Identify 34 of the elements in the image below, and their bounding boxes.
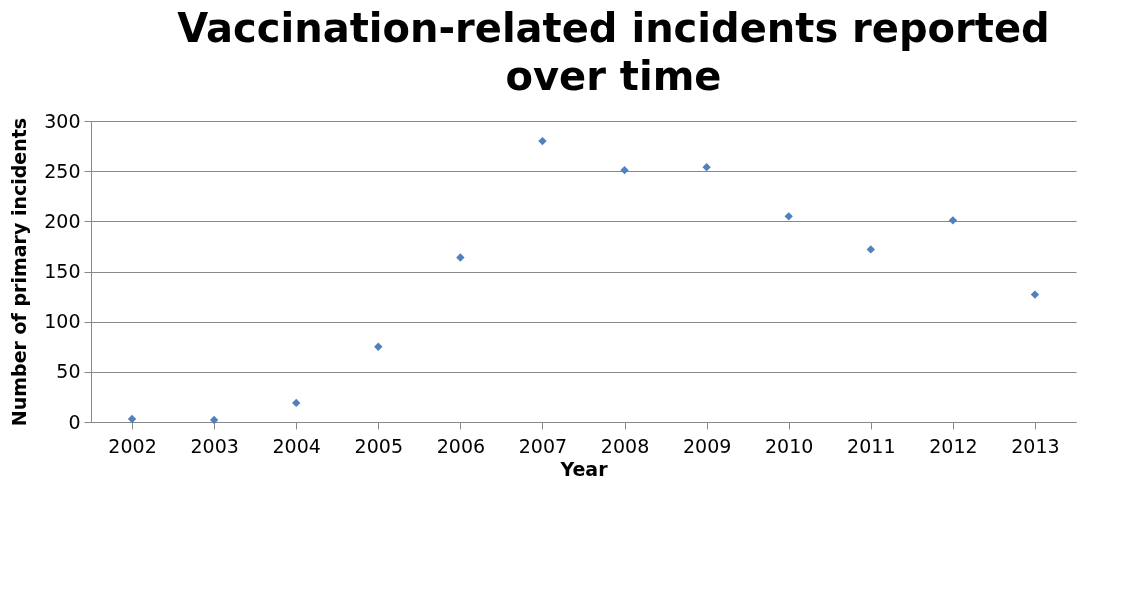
x-tick-label: 2009: [682, 434, 732, 457]
point: [1030, 290, 1040, 299]
point: [538, 136, 547, 146]
point: [456, 253, 465, 262]
point: [374, 342, 383, 351]
point: [620, 165, 629, 175]
x-tick-label: 2004: [272, 434, 321, 457]
x-tick-label: 2011: [847, 434, 896, 457]
point: [866, 245, 875, 254]
y-tick-label: 0: [68, 410, 81, 433]
point: [209, 415, 219, 425]
y-tick-label: 150: [44, 260, 81, 282]
x-tick-label: 2008: [600, 434, 650, 457]
point: [702, 162, 711, 172]
x-tick-label: 2006: [436, 434, 486, 457]
x-tick-label: 2003: [190, 434, 239, 457]
point: [784, 212, 793, 221]
x-axis-title: Year: [559, 457, 609, 480]
chart-title: Vaccination-related incidents reported over time: [177, 5, 1050, 99]
y-tick-label: 50: [56, 360, 81, 383]
x-tick-label: 2010: [765, 434, 814, 457]
y-tick-label: 250: [44, 159, 81, 182]
y-tick-label: 300: [44, 109, 81, 132]
y-tick-label: 100: [44, 310, 81, 333]
point: [292, 398, 301, 408]
y-tick-label: 200: [44, 209, 81, 232]
x-tick-label: 2007: [518, 434, 568, 457]
x-tick-label: 2013: [1011, 434, 1060, 457]
x-tick-label: 2005: [354, 434, 403, 457]
y-axis-title: Number of primary incidents: [8, 117, 31, 427]
x-tick-label: 2002: [108, 434, 157, 457]
x-tick-label: 2012: [929, 434, 978, 457]
point: [127, 414, 137, 424]
point: [948, 216, 958, 225]
